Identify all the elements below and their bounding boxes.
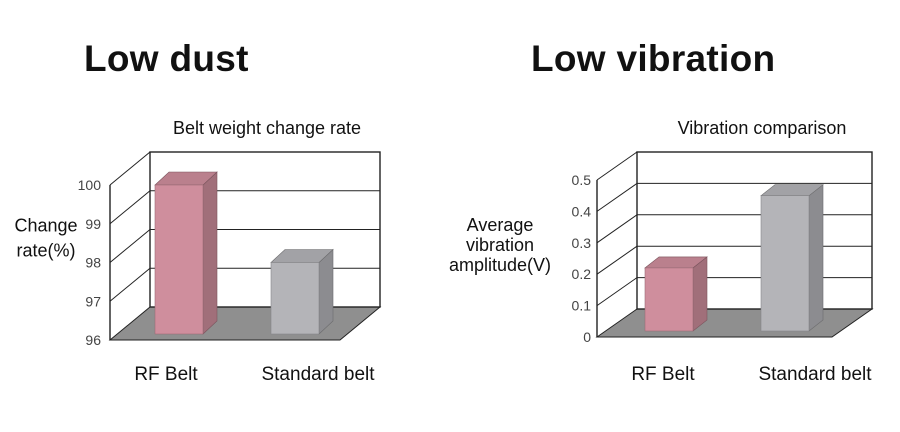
grid-line: [109, 229, 151, 263]
frame-edge: [596, 151, 638, 181]
y-tick-label: 98: [85, 255, 101, 271]
low-vibration-heading: Low vibration: [531, 38, 776, 79]
y-axis-label: Change: [14, 216, 77, 236]
y-axis-label: vibration: [466, 235, 534, 255]
y-axis-label: amplitude(V): [449, 255, 551, 275]
bar-side-face: [318, 248, 334, 335]
x-category-label: RF Belt: [631, 364, 695, 385]
y-tick-label: 100: [78, 177, 102, 193]
bar-rf-belt: [644, 256, 708, 332]
low-dust-heading: Low dust: [84, 38, 249, 79]
y-tick-label: 96: [85, 332, 101, 348]
bar-rf-belt: [154, 171, 218, 335]
grid-line: [109, 190, 151, 225]
bar-front-face: [760, 195, 810, 332]
x-category-label: Standard belt: [758, 364, 872, 385]
grid-line: [596, 277, 638, 307]
bar-side-face: [202, 171, 218, 335]
chart-floor: [595, 308, 874, 338]
bar-side-face: [808, 184, 824, 332]
y-axis-label: rate(%): [16, 241, 75, 261]
grid-line: [596, 214, 638, 244]
y-tick-label: 99: [85, 216, 101, 232]
y-tick-label: 97: [85, 293, 101, 309]
y-tick-label: 0.5: [572, 172, 592, 188]
bar-front-face: [154, 184, 204, 335]
grid-line: [596, 182, 638, 212]
x-category-label: Standard belt: [261, 364, 375, 385]
chart-floor: [108, 306, 382, 341]
frame-edge: [109, 151, 151, 186]
y-axis-label: Average: [467, 215, 534, 235]
bar-front-face: [270, 262, 320, 335]
bar-side-face: [692, 256, 708, 332]
y-tick-label: 0: [583, 329, 591, 345]
grid-line: [596, 245, 638, 275]
belt-weight-chart: 96 97 98 99 100 RF Belt Standard belt Belt weig…: [14, 118, 382, 385]
y-tick-label: 0.3: [572, 235, 592, 251]
y-tick-label: 0.1: [572, 298, 592, 314]
bar-standard-belt: [760, 184, 824, 332]
chart-title: Belt weight change rate: [173, 118, 361, 138]
vibration-chart: 0 0.1 0.2 0.3 0.4 0.5 RF Belt Standard belt Vibr…: [449, 118, 874, 385]
y-tick-label: 0.4: [572, 203, 592, 219]
bar-standard-belt: [270, 248, 334, 335]
grid-line: [109, 267, 151, 302]
y-tick-label: 0.2: [572, 266, 592, 282]
bar-front-face: [644, 267, 694, 332]
chart-title: Vibration comparison: [678, 118, 847, 138]
x-category-label: RF Belt: [134, 364, 198, 385]
